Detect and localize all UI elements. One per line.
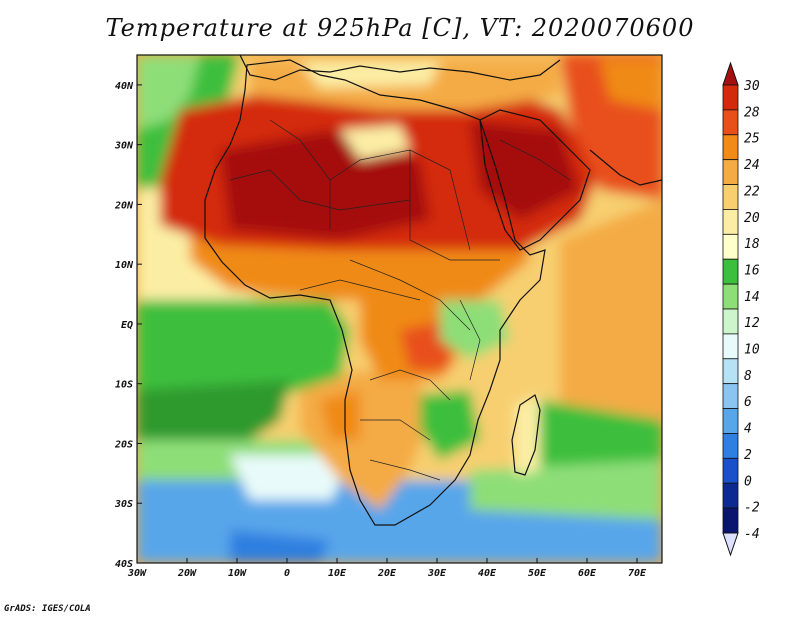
colorbar-swatch — [722, 159, 739, 185]
lon-tick-label: 70E — [628, 568, 647, 579]
lat-tick-label: 40S — [115, 559, 133, 570]
field-south-indian-green — [520, 400, 662, 470]
field-cold-core — [230, 530, 330, 563]
colorbar-swatch — [722, 457, 739, 484]
colorbar-swatch — [722, 308, 739, 335]
credit-text: GrADS: IGES/COLA — [4, 604, 91, 614]
field-iran-north — [600, 60, 662, 110]
field-namibia-warm — [320, 390, 360, 440]
colorbar-label: 30 — [743, 79, 760, 94]
colorbar-label: 18 — [744, 237, 760, 252]
lat-tick-label: 10S — [115, 380, 133, 391]
colorbar-swatch — [722, 209, 739, 235]
lon-tick-label: 30W — [127, 568, 147, 579]
colorbar-swatch — [722, 433, 739, 459]
field-mediterranean-cool — [300, 62, 440, 88]
colorbar-label: 0 — [744, 474, 752, 489]
colorbar-label: 14 — [744, 290, 760, 305]
colorbar-label: 4 — [744, 422, 752, 437]
latitude-labels: 40N 30N 20N 10N EQ 10S 20S 30S 40S — [114, 81, 134, 570]
caspian-persian-gulf — [589, 149, 662, 186]
field-sahara-core — [220, 130, 430, 240]
colorbar-top-arrow — [722, 61, 739, 86]
arabia-coastline — [479, 109, 591, 251]
lat-tick-label: 40N — [115, 81, 134, 92]
lat-tick-label: 10N — [115, 260, 134, 271]
lat-tick-label: 20N — [114, 200, 134, 211]
field-indian-ocean — [560, 200, 662, 440]
colorbar-label: 20 — [744, 211, 760, 226]
colorbar-swatch — [722, 408, 739, 434]
colorbar-swatch — [722, 258, 739, 285]
colorbar-label: 22 — [744, 184, 760, 199]
lon-tick-label: 20E — [377, 568, 397, 579]
colorbar-label: 12 — [744, 316, 760, 331]
field-arabia-core — [470, 120, 580, 220]
map-frame — [136, 54, 663, 564]
colorbar-label: 28 — [744, 105, 760, 120]
lon-tick-label: 60E — [578, 568, 597, 579]
colorbar-label: -4 — [744, 527, 760, 542]
colorbar-swatch — [722, 358, 739, 385]
lat-tick-label: EQ — [121, 320, 133, 331]
colorbar-label: 8 — [744, 369, 752, 384]
colorbar-label: 25 — [744, 132, 760, 147]
field-atlantic-north-light — [137, 55, 200, 130]
field-south-indian-light — [470, 460, 662, 520]
madagascar-coastline — [511, 394, 541, 476]
lon-tick-label: 10E — [328, 568, 347, 579]
field-drc-hot — [400, 320, 450, 370]
lon-tick-label: 50E — [528, 568, 547, 579]
colorbar-label: 2 — [744, 448, 752, 463]
colorbar-swatch — [722, 184, 739, 210]
lon-tick-label: 40E — [478, 568, 497, 579]
lat-tick-label: 20S — [114, 439, 133, 450]
field-south-atlantic-green — [137, 380, 290, 450]
colorbar-swatch — [722, 507, 739, 534]
colorbar-label: 16 — [744, 263, 760, 278]
europe-coastline — [239, 55, 561, 81]
colorbar-swatch — [722, 134, 739, 161]
temperature-field — [137, 55, 662, 563]
lon-tick-label: 30E — [427, 568, 447, 579]
field-benguela — [230, 455, 350, 505]
lat-tick-label: 30S — [114, 499, 133, 510]
colorbar-label: 24 — [744, 158, 760, 173]
colorbar-label: 6 — [744, 395, 752, 410]
colorbar-bottom-arrow — [722, 532, 739, 557]
colorbar-swatch — [722, 84, 739, 111]
lat-tick-label: 30N — [114, 141, 134, 152]
longitude-labels: 30W 20W 10W 0 10E 20E 30E 40E 50E 60E 70E — [127, 568, 647, 579]
coastlines — [204, 55, 662, 526]
field-madagascar — [515, 395, 540, 475]
lon-tick-label: 20W — [177, 568, 197, 579]
colorbar-swatch — [722, 482, 739, 509]
colorbar-label: 10 — [744, 343, 760, 358]
colorbar-swatch — [722, 233, 739, 260]
colorbar-swatch — [722, 283, 739, 310]
country-borders — [229, 119, 571, 481]
field-mozambique-green — [420, 390, 480, 460]
colorbar-swatch — [722, 109, 739, 136]
chart-title: Temperature at 925hPa [C], VT: 202007060… — [105, 14, 695, 42]
colorbar-swatch — [722, 333, 739, 360]
axis-ticks — [136, 84, 638, 564]
lon-tick-label: 10W — [228, 568, 247, 579]
colorbar-swatch — [722, 383, 739, 409]
lon-tick-label: 0 — [284, 568, 290, 579]
africa-coastline — [204, 59, 546, 526]
colorbar-label: -2 — [744, 501, 760, 516]
field-libya-cool — [340, 125, 410, 160]
